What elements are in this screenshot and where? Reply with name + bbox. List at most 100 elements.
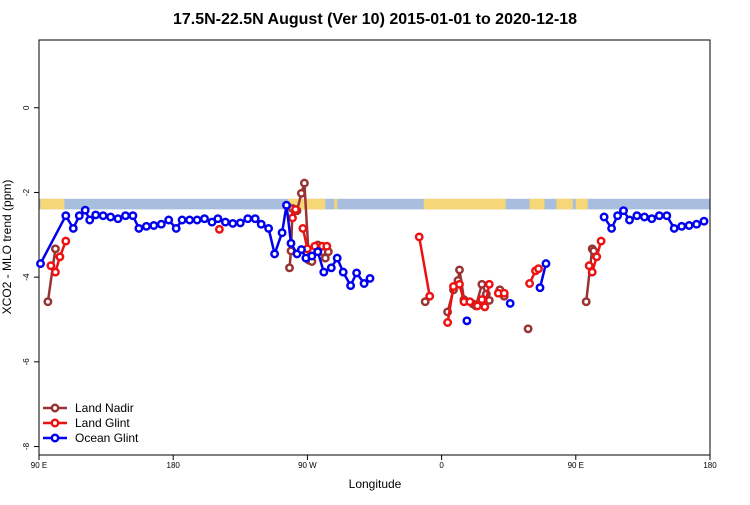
legend-item-land-nadir: Land Nadir — [43, 401, 134, 415]
x-tick-label: 0 — [439, 461, 444, 470]
ocean-glint-point — [692, 219, 702, 229]
land-glint-point — [596, 236, 606, 246]
land-nadir-point — [581, 297, 591, 307]
ocean-glint-point — [113, 214, 123, 224]
ocean-glint-point — [164, 215, 174, 225]
ocean-glint-point — [639, 212, 649, 222]
land-glint-point — [455, 279, 464, 289]
y-tick-label: -6 — [22, 358, 31, 366]
plot-frame — [38, 39, 711, 456]
legend-swatch-point — [50, 433, 60, 443]
ocean-glint-point — [625, 215, 634, 225]
ocean-glint-point — [200, 214, 209, 224]
land-glint-point — [592, 252, 602, 262]
land-nadir-point — [50, 244, 60, 254]
y-axis-ticks: 0 -2 -4 -6 -8 — [22, 105, 39, 450]
land-nadir-point — [43, 297, 53, 307]
y-tick-label: -4 — [22, 273, 31, 281]
land-glint-point — [61, 236, 71, 246]
land-glint-point — [414, 232, 424, 242]
ocean-glint-point — [296, 245, 306, 255]
land-nadir-line — [46, 248, 57, 302]
ocean-glint-point — [326, 263, 336, 273]
ocean-glint-point — [632, 211, 642, 221]
land-glint-point — [55, 252, 65, 262]
land-nadir-point — [299, 178, 309, 188]
x-tick-label: 90 E — [31, 461, 47, 470]
ocean-glint-point — [256, 219, 266, 229]
land-nadir-point — [420, 297, 430, 307]
chart-title: 17.5N-22.5N August (Ver 10) 2015-01-01 t… — [173, 11, 577, 28]
ocean-glint-point — [121, 211, 130, 221]
legend-label: Ocean Glint — [75, 431, 139, 445]
land-glint-point — [46, 261, 56, 271]
ocean-glint-point — [332, 253, 342, 263]
series-ocean-glint — [36, 200, 709, 326]
ocean-glint-point — [613, 211, 623, 221]
ocean-glint-point — [619, 206, 628, 216]
ocean-band — [39, 198, 710, 210]
ocean-glint-point — [462, 316, 472, 326]
y-tick-label: -2 — [22, 188, 31, 196]
ocean-glint-point — [106, 212, 116, 222]
land-glint-point — [425, 291, 435, 301]
land-glint-line — [417, 236, 431, 297]
ocean-glint-point — [91, 210, 101, 220]
ocean-glint-point — [669, 223, 679, 233]
land-band-segment — [575, 198, 588, 210]
land-glint-point — [50, 267, 60, 277]
land-glint-point — [484, 279, 494, 289]
x-tick-label: 180 — [703, 461, 717, 470]
land-glint-point — [214, 224, 224, 234]
ocean-glint-point — [607, 223, 617, 233]
land-glint-point — [291, 204, 300, 214]
land-nadir-point — [523, 324, 533, 334]
ocean-glint-point — [338, 267, 348, 277]
series-layer — [36, 178, 709, 334]
legend-label: Land Glint — [75, 416, 130, 430]
ocean-glint-point — [282, 200, 291, 210]
ocean-glint-point — [307, 251, 317, 261]
land-band-segment — [334, 198, 338, 210]
ocean-glint-point — [243, 214, 253, 224]
y-tick-label: 0 — [22, 105, 31, 110]
land-glint-point — [477, 295, 487, 305]
ocean-glint-point — [699, 216, 709, 226]
ocean-glint-point — [677, 221, 687, 231]
land-nadir-point — [477, 279, 487, 289]
ocean-glint-point — [535, 283, 545, 293]
land-glint-point — [298, 223, 308, 233]
ocean-glint-point — [141, 221, 151, 231]
land-glint-point — [480, 302, 490, 312]
legend-swatch-point — [50, 403, 60, 413]
ocean-glint-point — [156, 219, 166, 229]
ocean-glint-point — [36, 259, 45, 269]
ocean-glint-point — [171, 223, 181, 233]
land-glint-point — [534, 264, 543, 274]
ocean-glint-point — [365, 273, 375, 283]
x-tick-label: 90 W — [298, 461, 317, 470]
land-band-segment — [40, 198, 65, 210]
ocean-glint-point — [505, 298, 515, 308]
legend-item-ocean-glint: Ocean Glint — [43, 431, 139, 445]
ocean-glint-point — [128, 211, 138, 221]
ocean-glint-point — [213, 214, 223, 224]
land-glint-point — [525, 279, 535, 288]
land-glint-point — [587, 267, 597, 277]
land-glint-point — [322, 241, 332, 251]
ocean-glint-point — [192, 215, 202, 225]
ocean-glint-point — [346, 281, 356, 291]
ocean-glint-point — [684, 221, 694, 230]
x-tick-label: 90 E — [568, 461, 584, 470]
land-band-segment — [423, 198, 506, 210]
x-tick-label: 180 — [167, 461, 181, 470]
ocean-glint-point — [654, 211, 664, 221]
series-land-glint — [46, 204, 606, 327]
land-glint-point — [472, 301, 482, 311]
ocean-glint-point — [235, 218, 245, 228]
x-axis-label: Longitude — [349, 477, 402, 491]
land-glint-point — [465, 297, 475, 307]
